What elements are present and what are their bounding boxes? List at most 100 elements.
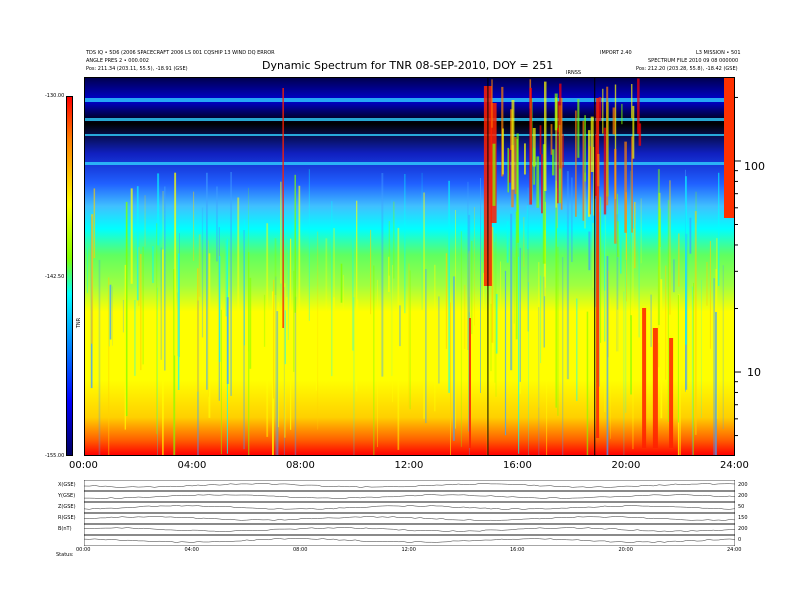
burst-texture [598, 97, 602, 121]
spectral-streak [526, 205, 529, 250]
spectral-streak [109, 284, 112, 340]
spectral-streak [640, 198, 642, 264]
spectral-streak [333, 228, 335, 342]
spectral-streak [606, 256, 609, 455]
spectral-streak [283, 287, 285, 455]
spectral-streak [523, 217, 525, 267]
burst-texture [502, 128, 504, 175]
burst-texture [631, 136, 633, 233]
burst-texture [624, 141, 627, 233]
spectral-streak [308, 169, 310, 321]
spectral-streak [713, 278, 715, 455]
chart-title: Dynamic Spectrum for TNR 08-SEP-2010, DO… [262, 59, 554, 72]
burst-texture [544, 81, 547, 191]
spectral-streak [557, 188, 558, 229]
burst-texture [590, 116, 594, 172]
spectral-streak [243, 219, 245, 346]
spectral-streak [562, 257, 564, 455]
header-info-line1: TDS IQ • 5D6 (2006 SPACECRAFT 2006 LS 00… [86, 50, 275, 56]
spectral-streak [491, 227, 494, 343]
ephemeris-trace [83, 483, 736, 488]
ephemeris-row-value: 200 [738, 493, 748, 499]
burst-texture [550, 124, 553, 155]
spectral-streak [600, 196, 602, 343]
colorbar-label: TNR [76, 317, 83, 329]
burst-texture [621, 103, 623, 125]
spectral-streak [616, 214, 619, 352]
spectral-streak [280, 181, 282, 284]
spectral-streak [177, 253, 180, 390]
spectral-streak [626, 233, 627, 302]
spectral-streak [218, 256, 221, 362]
spectral-streak [513, 256, 515, 324]
spectral-streak [134, 300, 136, 376]
spectral-streak [164, 186, 166, 371]
burst-texture [510, 109, 513, 150]
spectral-streak [632, 228, 634, 450]
x-tick-label: 04:00 [177, 460, 207, 471]
spectral-streak [638, 242, 640, 338]
spectral-streak [197, 268, 199, 392]
burst-texture [529, 87, 532, 205]
spectral-streak [352, 234, 354, 351]
spectral-streak [450, 302, 451, 455]
spectral-streak [208, 240, 209, 397]
spectral-streak [445, 253, 448, 349]
spectral-streak [370, 229, 372, 315]
spectral-streak [610, 298, 611, 439]
spectral-streak [125, 201, 128, 417]
ephemeris-row-label: Y(GSE) [58, 493, 76, 499]
x-tick-label: 24:00 [720, 460, 749, 471]
burst-texture [638, 123, 642, 146]
spectral-streak [495, 233, 497, 397]
burst-texture [536, 156, 540, 208]
header-position-right: Pos: 212.20 (203.28, 55.8), -18.42 (GSE) [636, 66, 738, 72]
spectral-streak [399, 305, 401, 347]
burst-texture [582, 120, 585, 221]
burst-texture [584, 115, 586, 182]
ephemeris-row [83, 512, 736, 525]
header-position-left: Pos: 211.34 (203.11, 55.5), -18.91 (GSE) [86, 66, 188, 72]
header-info-right3: SPECTRUM FILE 2010 09 08 000000 [648, 58, 739, 64]
burst-texture [612, 107, 616, 135]
radio-burst [652, 328, 658, 448]
ephemeris-row [83, 534, 736, 547]
spectral-streak [495, 293, 498, 354]
spectral-streak [193, 191, 195, 261]
burst-texture [492, 143, 496, 206]
ephemeris-x-tick: 08:00 [293, 547, 308, 553]
spectral-streak [86, 246, 88, 293]
burst-texture [632, 105, 635, 159]
burst-texture [577, 99, 580, 158]
spectral-streak [112, 286, 113, 346]
spectral-streak [460, 231, 462, 447]
burst-texture [606, 86, 609, 206]
spectral-streak [540, 275, 542, 364]
spectral-streak [455, 210, 456, 429]
burst-texture [511, 100, 515, 190]
spectral-streak [448, 180, 450, 393]
burst-texture [602, 88, 604, 134]
ephemeris-graph [83, 479, 736, 547]
spectral-streak [650, 294, 652, 347]
spectral-streak [177, 292, 179, 356]
burst-texture [562, 134, 564, 168]
spectral-streak [482, 227, 484, 263]
colorbar-tick-bottom: -155.00 [45, 453, 65, 459]
spectral-streak [263, 294, 266, 347]
spectral-streak [206, 172, 208, 390]
spectral-streak [715, 312, 717, 455]
spectral-streak [343, 274, 344, 311]
header-mid-marker: IRNSS [566, 70, 582, 76]
spectral-streak [504, 270, 507, 436]
ephemeris-row-label: X(GSE) [58, 482, 76, 488]
header-info-right2: L3 MISSION • 501 [696, 50, 741, 56]
ephemeris-row [83, 479, 736, 492]
spectral-streak [519, 247, 521, 382]
burst-texture [588, 130, 591, 217]
spectral-streak [421, 172, 423, 310]
spectral-streak [162, 191, 164, 420]
spectral-streak [595, 176, 597, 307]
spectral-streak [275, 276, 277, 455]
ephemeris-row-label: B(nT) [58, 526, 72, 532]
